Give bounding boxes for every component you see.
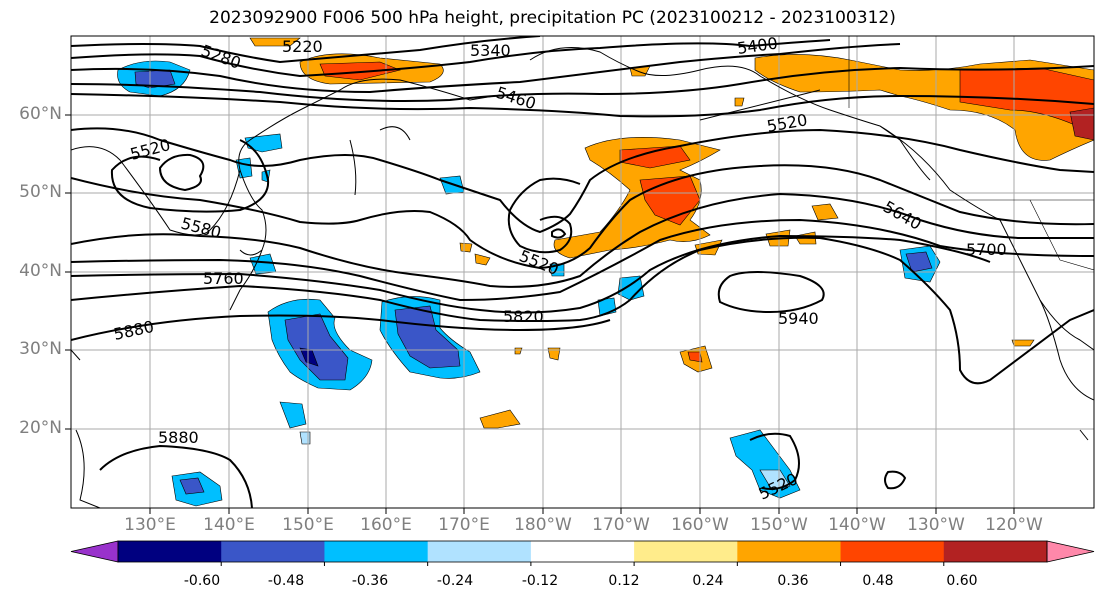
contour-label: 5880 <box>112 317 156 344</box>
lat-label: 30°N <box>19 339 62 359</box>
colorbar-tick-label: 0.36 <box>777 573 809 589</box>
colorbar-segment <box>118 541 222 562</box>
colorbar-tick-label: 0.48 <box>862 573 894 589</box>
colorbar-tick-label: -0.48 <box>267 573 305 589</box>
colorbar-segment <box>324 541 429 562</box>
colorbar-tick-label: 0.24 <box>692 573 724 589</box>
lat-label: 40°N <box>19 261 62 281</box>
contour-label: 5400 <box>736 33 779 57</box>
lat-label: 60°N <box>19 104 62 124</box>
colorbar-tick-label: 0.60 <box>946 573 978 589</box>
lat-label: 50°N <box>19 182 62 202</box>
colorbar-segment <box>427 541 532 562</box>
contour-label: 5340 <box>470 41 511 60</box>
colorbar-extend-max <box>1046 540 1095 563</box>
colorbar-segment <box>943 541 1048 562</box>
colorbar-tick-label: -0.12 <box>521 573 559 589</box>
colorbar-extend-min <box>70 540 119 563</box>
colorbar-tick-label: -0.24 <box>436 573 474 589</box>
lon-label: 130°W <box>907 515 965 535</box>
lat-label: 20°N <box>19 418 62 438</box>
axis-ticks <box>65 114 1015 514</box>
colorbar-segment <box>737 541 842 562</box>
lon-label: 170°W <box>592 515 650 535</box>
map-area: 5220 5280 5340 5400 5460 5520 5520 5520 … <box>71 33 1094 508</box>
lon-label: 160°W <box>671 515 729 535</box>
contour-label: 5220 <box>282 37 323 56</box>
map-title: 2023092900 F006 500 hPa height, precipit… <box>209 8 896 28</box>
lon-label: 150°W <box>750 515 808 535</box>
lon-label: 150°E <box>282 515 334 535</box>
colorbar-outline <box>117 540 1048 563</box>
colorbar-tick-label: -0.36 <box>351 573 389 589</box>
colorbar-segment <box>221 541 325 562</box>
colorbar-tick-label: -0.60 <box>183 573 221 589</box>
colorbar-segment <box>530 541 635 562</box>
lon-label: 130°E <box>124 515 176 535</box>
contour-label: 5640 <box>880 197 925 234</box>
lon-label: 180°W <box>514 515 572 535</box>
colorbar <box>70 540 1095 566</box>
contour-label: 5700 <box>966 240 1007 259</box>
contour-label: 5520 <box>765 110 808 136</box>
lon-label: 140°E <box>203 515 255 535</box>
height-contours <box>71 36 1094 508</box>
contour-label: 5820 <box>503 307 544 326</box>
contour-label: 5760 <box>203 269 244 288</box>
contour-label: 5580 <box>179 214 223 243</box>
colorbar-tick-label: 0.12 <box>608 573 640 589</box>
colorbar-segment <box>840 541 945 562</box>
contour-label: 5880 <box>158 428 199 447</box>
lon-label: 160°E <box>360 515 412 535</box>
contour-label: 5940 <box>778 309 819 328</box>
colorbar-segment <box>634 541 738 562</box>
lon-label: 170°E <box>438 515 490 535</box>
precip-negative-shading <box>117 60 941 507</box>
contour-label: 5280 <box>199 41 244 73</box>
lon-label: 120°W <box>985 515 1043 535</box>
lon-label: 140°W <box>828 515 886 535</box>
